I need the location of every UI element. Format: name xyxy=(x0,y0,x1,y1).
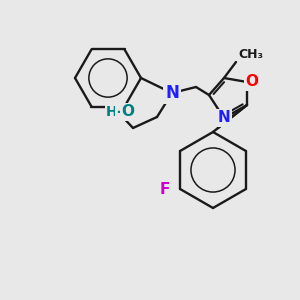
Text: -: - xyxy=(117,103,123,121)
Text: CH₃: CH₃ xyxy=(238,48,263,61)
Text: F: F xyxy=(160,182,170,196)
Text: N: N xyxy=(218,110,230,125)
Text: N: N xyxy=(165,84,179,102)
Text: O: O xyxy=(122,104,134,119)
Text: O: O xyxy=(245,74,259,89)
Text: H: H xyxy=(106,105,118,119)
